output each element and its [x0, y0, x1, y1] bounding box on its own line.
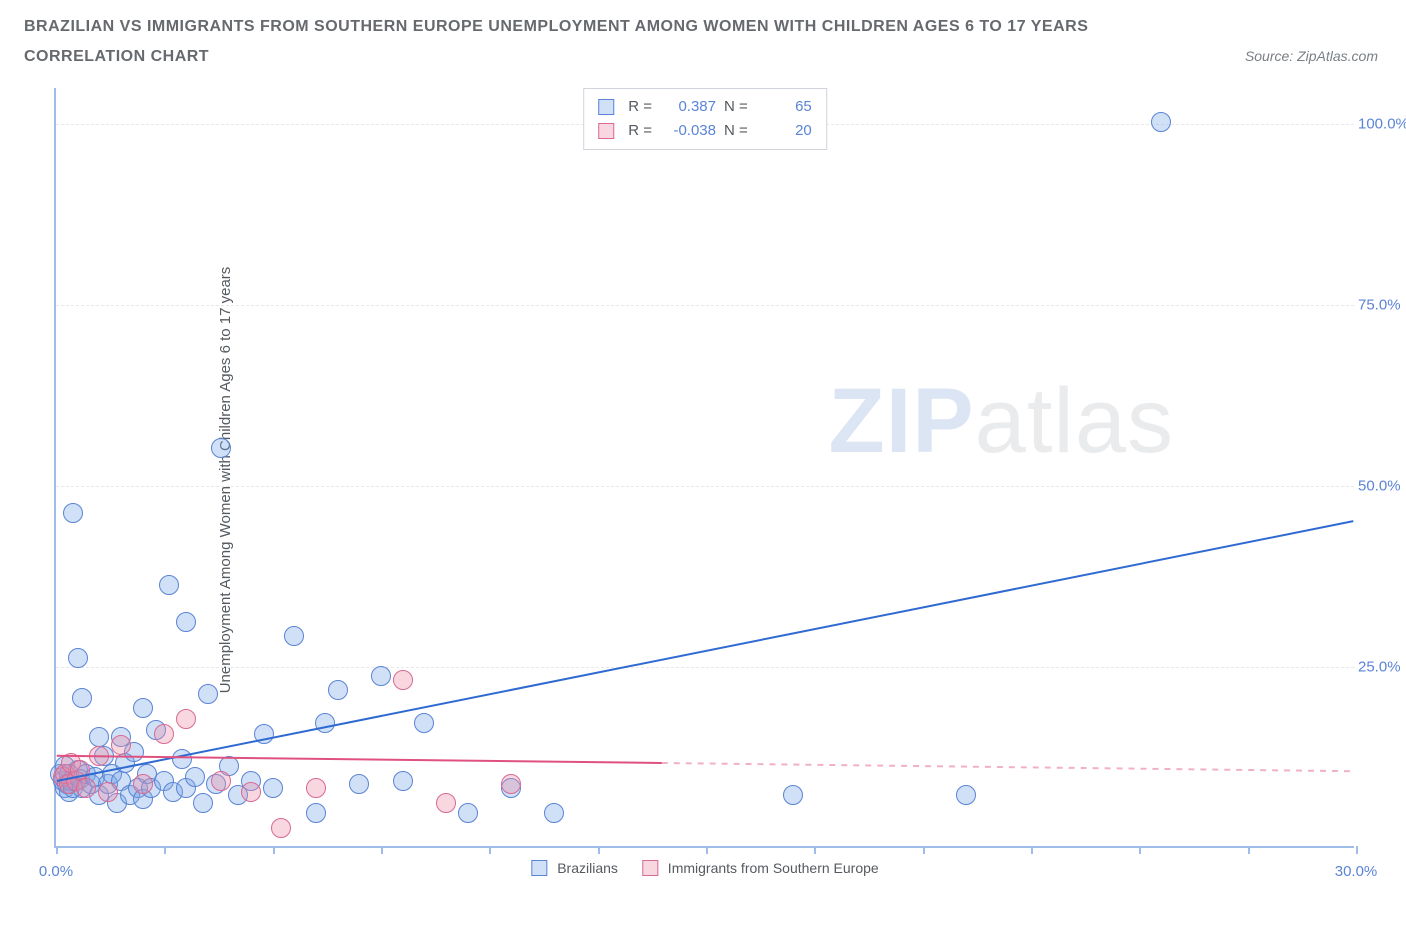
- regression-lines-layer: [56, 88, 1354, 846]
- x-tick-mark: [1139, 846, 1141, 854]
- regression-line: [57, 521, 1354, 781]
- x-tick-label: 0.0%: [39, 863, 73, 880]
- legend-r-value-brazilians: 0.387: [660, 95, 716, 119]
- legend-r-label: R =: [628, 95, 652, 119]
- series-legend-item-brazilians: Brazilians: [531, 860, 618, 876]
- x-tick-label: 30.0%: [1335, 863, 1378, 880]
- x-tick-mark: [381, 846, 383, 854]
- legend-swatch-southern-europe: [642, 860, 658, 876]
- series-legend-label: Brazilians: [557, 860, 618, 876]
- x-tick-mark: [1031, 846, 1033, 854]
- legend-swatch-southern-europe: [598, 123, 614, 139]
- chart-container: Unemployment Among Women with Children A…: [0, 80, 1406, 880]
- plot-area: ZIPatlas R = 0.387 N = 65 R = -0.038 N =…: [54, 88, 1354, 848]
- chart-title-line2: CORRELATION CHART: [24, 48, 209, 66]
- legend-r-value-southern-europe: -0.038: [660, 119, 716, 143]
- correlation-legend-row-southern-europe: R = -0.038 N = 20: [598, 119, 812, 143]
- x-tick-mark: [598, 846, 600, 854]
- chart-title-line1: BRAZILIAN VS IMMIGRANTS FROM SOUTHERN EU…: [24, 18, 1088, 36]
- y-tick-label: 50.0%: [1358, 478, 1406, 495]
- series-legend-item-southern-europe: Immigrants from Southern Europe: [642, 860, 879, 876]
- x-tick-mark: [706, 846, 708, 854]
- correlation-legend: R = 0.387 N = 65 R = -0.038 N = 20: [583, 88, 827, 150]
- legend-r-label: R =: [628, 119, 652, 143]
- series-legend-label: Immigrants from Southern Europe: [668, 860, 879, 876]
- x-tick-mark: [164, 846, 166, 854]
- x-tick-mark: [56, 846, 58, 854]
- x-tick-mark: [489, 846, 491, 854]
- legend-swatch-brazilians: [531, 860, 547, 876]
- x-tick-mark: [923, 846, 925, 854]
- y-tick-label: 75.0%: [1358, 297, 1406, 314]
- regression-line: [662, 763, 1354, 771]
- correlation-legend-row-brazilians: R = 0.387 N = 65: [598, 95, 812, 119]
- series-legend: Brazilians Immigrants from Southern Euro…: [531, 860, 878, 876]
- x-tick-mark: [1248, 846, 1250, 854]
- legend-n-value-brazilians: 65: [756, 95, 812, 119]
- legend-n-value-southern-europe: 20: [756, 119, 812, 143]
- source-attribution: Source: ZipAtlas.com: [1245, 48, 1378, 64]
- legend-swatch-brazilians: [598, 99, 614, 115]
- legend-n-label: N =: [724, 95, 748, 119]
- y-tick-label: 25.0%: [1358, 659, 1406, 676]
- y-tick-label: 100.0%: [1358, 116, 1406, 133]
- x-tick-mark: [1356, 846, 1358, 854]
- legend-n-label: N =: [724, 119, 748, 143]
- x-tick-mark: [814, 846, 816, 854]
- x-tick-mark: [273, 846, 275, 854]
